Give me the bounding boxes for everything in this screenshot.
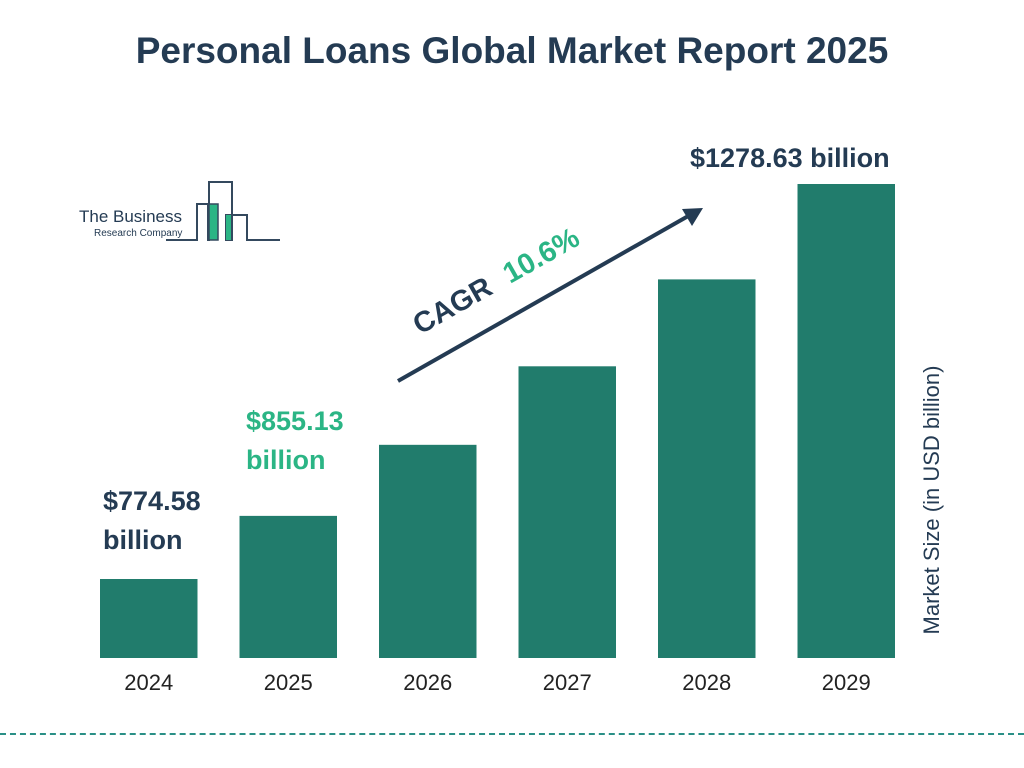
data-label-2029: $1278.63 billion: [690, 143, 890, 173]
logo-line1: The Business: [79, 207, 182, 226]
bar-2027: [518, 366, 616, 658]
data-label-2024: $774.58 billion: [103, 486, 201, 555]
bar-2025: [239, 515, 337, 658]
x-ticks: 2024 2025 2026 2027 2028 2029: [124, 670, 870, 695]
arrow-head-icon: [682, 208, 703, 226]
bars: [100, 184, 895, 658]
x-tick-label: 2026: [403, 670, 452, 695]
bar-2028: [658, 279, 756, 658]
logo-line2: Research Company: [94, 228, 182, 239]
x-tick-label: 2028: [682, 670, 731, 695]
x-tick-label: 2025: [264, 670, 313, 695]
logo: The Business Research Company: [79, 181, 280, 241]
x-tick-label: 2024: [124, 670, 173, 695]
cagr-annotation: CAGR 10.6%: [397, 208, 703, 383]
bar-2024: [100, 579, 198, 658]
y-axis-label: Market Size (in USD billion): [919, 365, 944, 635]
data-label-2025: $855.13 billion: [246, 406, 344, 475]
x-tick-label: 2027: [543, 670, 592, 695]
bar-2026: [379, 444, 477, 658]
footer-divider: [0, 733, 1024, 735]
chart-title: Personal Loans Global Market Report 2025: [135, 30, 889, 71]
x-tick-label: 2029: [822, 670, 871, 695]
bar-2029: [797, 184, 895, 658]
